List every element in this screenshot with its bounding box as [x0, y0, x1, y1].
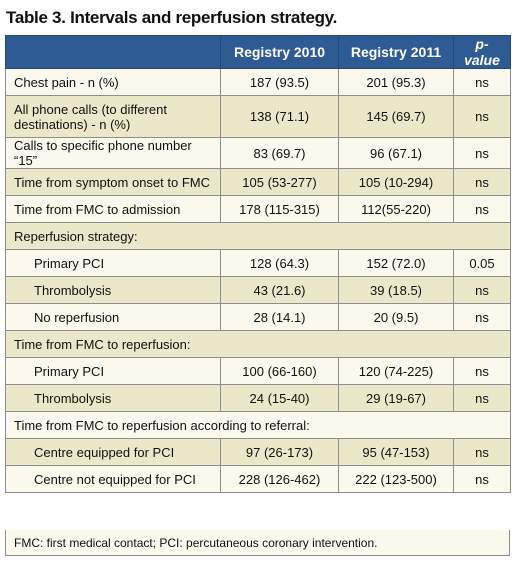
- cell-p-value: ns: [453, 357, 511, 385]
- cell-2011: 20 (9.5): [338, 303, 454, 331]
- cell-2010: 138 (71.1): [220, 95, 339, 138]
- table-row: Thrombolysis 24 (15-40) 29 (19-67) ns: [5, 384, 511, 412]
- cell-2011: 145 (69.7): [338, 95, 454, 138]
- cell-2011: 105 (10-294): [338, 168, 454, 196]
- section-label: Reperfusion strategy:: [5, 222, 511, 250]
- section-row: Time from FMC to reperfusion according t…: [5, 411, 511, 439]
- row-label: Thrombolysis: [5, 384, 221, 412]
- cell-2010: 97 (26-173): [220, 438, 339, 466]
- header-registry-2010: Registry 2010: [220, 35, 339, 69]
- header-registry-2011: Registry 2011: [338, 35, 454, 69]
- cell-p-value: ns: [453, 276, 511, 304]
- cell-2011: 112(55-220): [338, 195, 454, 223]
- header-p-value-text: p-value: [464, 36, 500, 68]
- table-row: Chest pain - n (%) 187 (93.5) 201 (95.3)…: [5, 68, 511, 96]
- data-table: Registry 2010 Registry 2011 p-value Ches…: [5, 35, 511, 493]
- cell-2011: 222 (123-500): [338, 465, 454, 493]
- table-row: Calls to specific phone number “15” 83 (…: [5, 137, 511, 169]
- cell-p-value: ns: [453, 438, 511, 466]
- table-row: Thrombolysis 43 (21.6) 39 (18.5) ns: [5, 276, 511, 304]
- cell-2011: 39 (18.5): [338, 276, 454, 304]
- table-row: Centre not equipped for PCI 228 (126-462…: [5, 465, 511, 493]
- cell-p-value: ns: [453, 68, 511, 96]
- row-label: Time from FMC to admission: [5, 195, 221, 223]
- table-row: Primary PCI 128 (64.3) 152 (72.0) 0.05: [5, 249, 511, 277]
- cell-2010: 100 (66-160): [220, 357, 339, 385]
- cell-p-value: ns: [453, 195, 511, 223]
- cell-2010: 24 (15-40): [220, 384, 339, 412]
- row-label: Primary PCI: [5, 357, 221, 385]
- row-label: Primary PCI: [5, 249, 221, 277]
- cell-2011: 95 (47-153): [338, 438, 454, 466]
- cell-2010: 128 (64.3): [220, 249, 339, 277]
- cell-2010: 43 (21.6): [220, 276, 339, 304]
- cell-p-value: ns: [453, 137, 511, 169]
- cell-p-value: ns: [453, 303, 511, 331]
- header-empty: [5, 35, 221, 69]
- cell-p-value: ns: [453, 95, 511, 138]
- cell-p-value: ns: [453, 168, 511, 196]
- cell-2011: 29 (19-67): [338, 384, 454, 412]
- table-header-row: Registry 2010 Registry 2011 p-value: [5, 35, 511, 69]
- section-row: Reperfusion strategy:: [5, 222, 511, 250]
- row-label: Chest pain - n (%): [5, 68, 221, 96]
- cell-2010: 178 (115-315): [220, 195, 339, 223]
- table-row: Centre equipped for PCI 97 (26-173) 95 (…: [5, 438, 511, 466]
- cell-p-value: 0.05: [453, 249, 511, 277]
- row-label: Calls to specific phone number “15”: [5, 137, 221, 169]
- table-row: Time from symptom onset to FMC 105 (53-2…: [5, 168, 511, 196]
- cell-2011: 152 (72.0): [338, 249, 454, 277]
- table-row: Primary PCI 100 (66-160) 120 (74-225) ns: [5, 357, 511, 385]
- table-row: Time from FMC to admission 178 (115-315)…: [5, 195, 511, 223]
- cell-2011: 120 (74-225): [338, 357, 454, 385]
- cell-2010: 83 (69.7): [220, 137, 339, 169]
- row-label: Centre equipped for PCI: [5, 438, 221, 466]
- section-label: Time from FMC to reperfusion according t…: [5, 411, 511, 439]
- cell-2010: 187 (93.5): [220, 68, 339, 96]
- cell-p-value: ns: [453, 384, 511, 412]
- cell-2010: 28 (14.1): [220, 303, 339, 331]
- row-label: Centre not equipped for PCI: [5, 465, 221, 493]
- table-row: No reperfusion 28 (14.1) 20 (9.5) ns: [5, 303, 511, 331]
- table-footnote: FMC: first medical contact; PCI: percuta…: [5, 530, 510, 556]
- header-p-value: p-value: [453, 35, 511, 69]
- cell-2011: 96 (67.1): [338, 137, 454, 169]
- table-row: All phone calls (to different destinatio…: [5, 95, 511, 138]
- row-label: No reperfusion: [5, 303, 221, 331]
- section-row: Time from FMC to reperfusion:: [5, 330, 511, 358]
- row-label: Time from symptom onset to FMC: [5, 168, 221, 196]
- cell-p-value: ns: [453, 465, 511, 493]
- table-title: Table 3. Intervals and reperfusion strat…: [6, 8, 338, 27]
- row-label: Thrombolysis: [5, 276, 221, 304]
- section-label: Time from FMC to reperfusion:: [5, 330, 511, 358]
- cell-2011: 201 (95.3): [338, 68, 454, 96]
- cell-2010: 105 (53-277): [220, 168, 339, 196]
- cell-2010: 228 (126-462): [220, 465, 339, 493]
- row-label: All phone calls (to different destinatio…: [5, 95, 221, 138]
